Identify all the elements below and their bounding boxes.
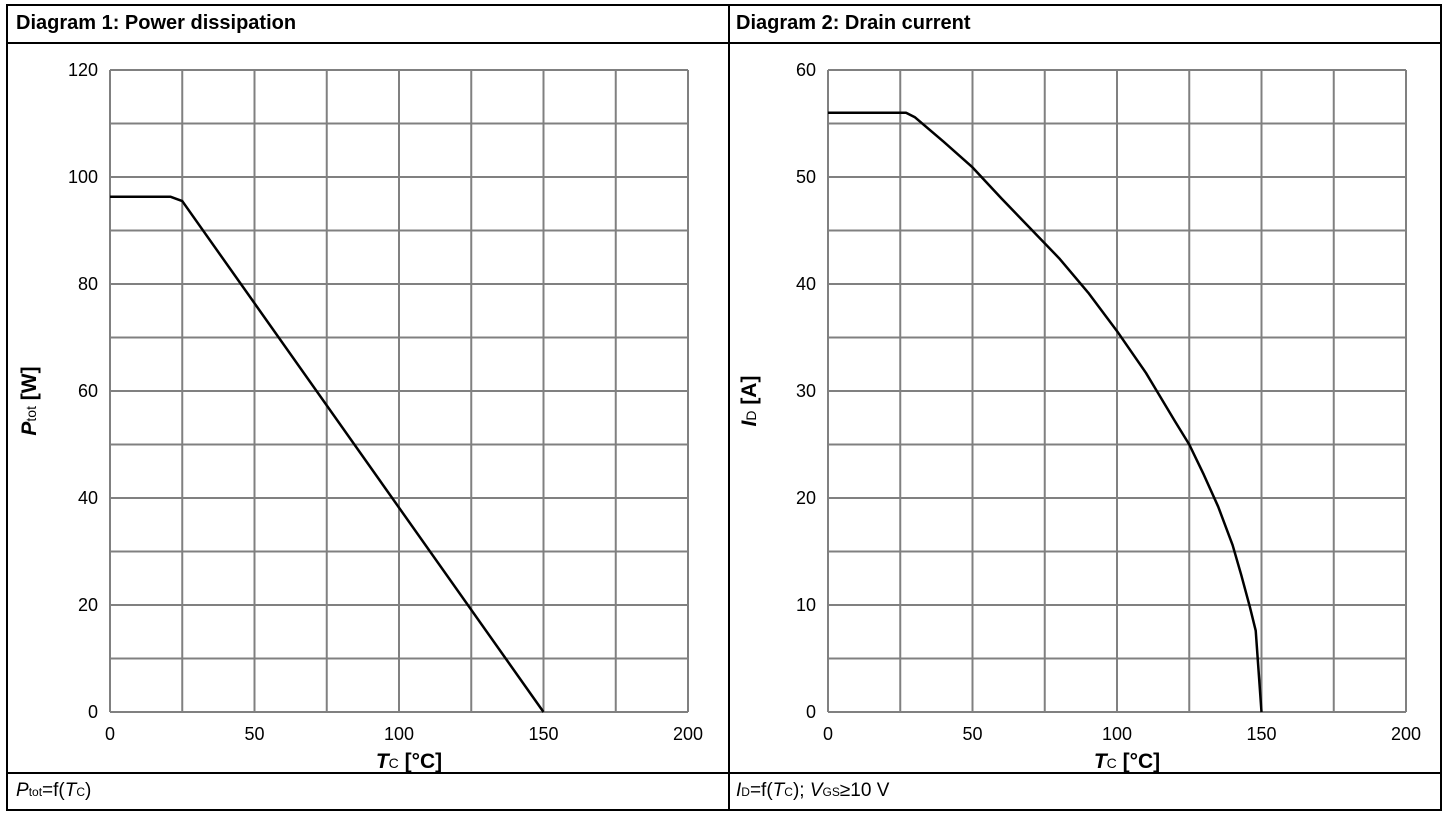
formula-caption: Ptot=f(TC) [16, 780, 92, 801]
x-tick-label: 100 [1102, 724, 1132, 744]
x-tick-label: 50 [244, 724, 264, 744]
drain-current-chart: 0 50 100 150 200 0 10 20 30 40 50 60 TC [°C] ID [A] [738, 60, 1421, 773]
y-tick-label: 0 [88, 702, 98, 722]
panel-title: Diagram 1: Power dissipation [16, 12, 297, 34]
y-tick-label: 80 [78, 274, 98, 294]
y-tick-label: 50 [796, 167, 816, 187]
y-tick-label: 20 [796, 488, 816, 508]
datasheet-figure: Diagram 1: Power dissipation 0 50 100 150 20… [6, 4, 1442, 811]
panel-drain-current: Diagram 2: Drain current 0 50 100 150 200 0 10… [728, 6, 1440, 809]
formula-caption: ID=f(TC); VGS≥10 V [736, 780, 890, 801]
panel-footer: ID=f(TC); VGS≥10 V [728, 772, 1440, 809]
x-tick-label: 150 [528, 724, 558, 744]
data-series-line [110, 195, 545, 713]
y-axis-label: Ptot [W] [18, 366, 41, 435]
x-axis-label: TC [°C] [1094, 750, 1160, 773]
x-tick-label: 200 [673, 724, 703, 744]
x-tick-label: 0 [105, 724, 115, 744]
y-tick-label: 100 [68, 167, 98, 187]
y-tick-label: 20 [78, 595, 98, 615]
y-tick-label: 120 [68, 60, 98, 80]
y-tick-label: 60 [78, 381, 98, 401]
y-tick-label: 40 [78, 488, 98, 508]
panel-title: Diagram 2: Drain current [736, 12, 971, 34]
panel-header: Diagram 2: Drain current [728, 6, 1440, 44]
x-tick-label: 100 [384, 724, 414, 744]
data-series-line [828, 111, 1263, 713]
y-tick-label: 40 [796, 274, 816, 294]
y-tick-label: 60 [796, 60, 816, 80]
x-tick-label: 0 [823, 724, 833, 744]
power-dissipation-chart: 0 50 100 150 200 0 20 40 60 80 100 120 TC [°C] Ptot [… [18, 60, 703, 773]
x-tick-label: 200 [1391, 724, 1421, 744]
y-tick-label: 10 [796, 595, 816, 615]
y-tick-label: 30 [796, 381, 816, 401]
y-axis-label: ID [A] [738, 376, 761, 427]
x-tick-label: 50 [962, 724, 982, 744]
panel-power-dissipation: Diagram 1: Power dissipation 0 50 100 150 20… [8, 6, 730, 809]
panel-header: Diagram 1: Power dissipation [8, 6, 728, 44]
y-tick-label: 0 [806, 702, 816, 722]
x-axis-label: TC [°C] [376, 750, 442, 773]
panel-footer: Ptot=f(TC) [8, 772, 728, 809]
x-tick-label: 150 [1246, 724, 1276, 744]
